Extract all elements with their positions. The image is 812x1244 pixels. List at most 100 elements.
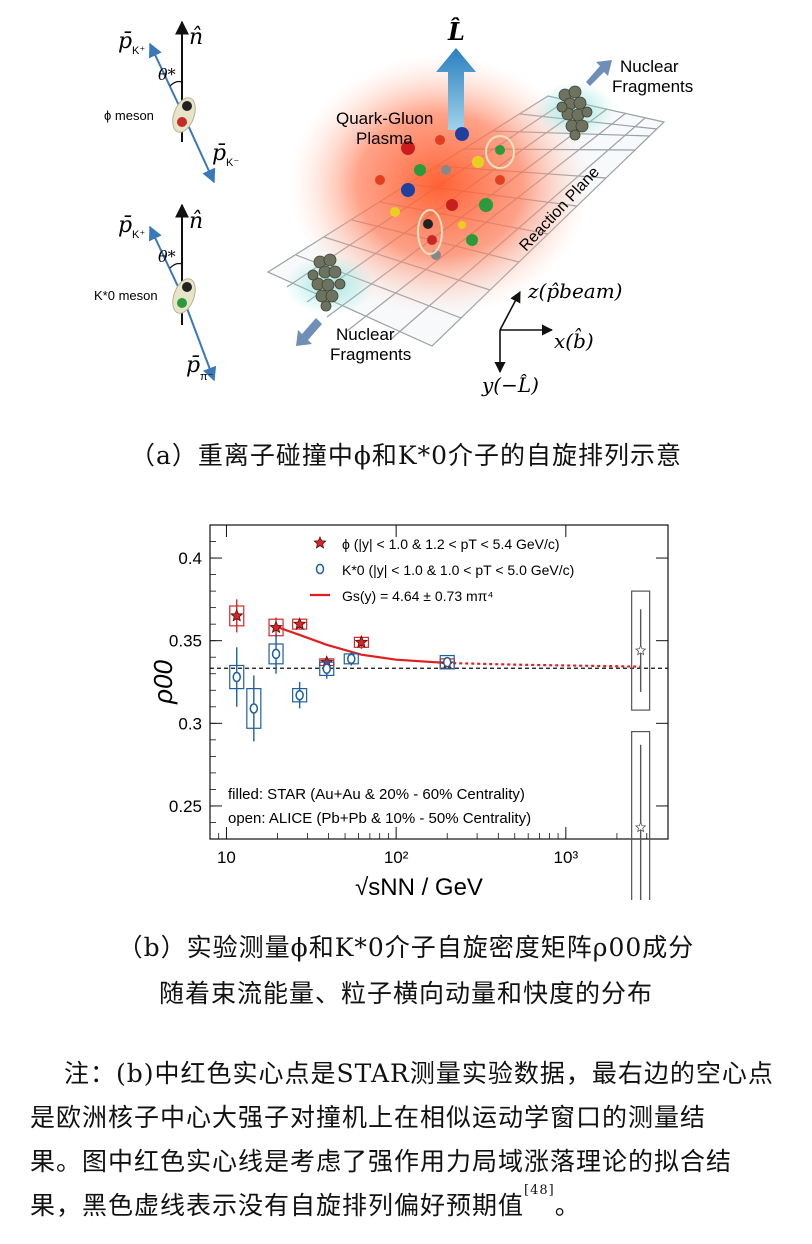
kstar-data-point: [271, 648, 281, 660]
theta-arc: [169, 80, 183, 87]
z-axis-label: z(p̂beam): [527, 279, 622, 303]
figure-a-caption: （a）重离子碰撞中ϕ和K*0介子的自旋排列示意: [129, 441, 683, 470]
meson-shell: [172, 278, 196, 314]
y-tick-label: 0.4: [178, 549, 202, 568]
pk-plus-arrow: [149, 42, 183, 113]
chart-note-text: filled: STAR (Au+Au & 20% - 60% Centrali…: [228, 786, 525, 803]
x-tick-label: 10²: [384, 848, 409, 867]
meson-shell: [172, 97, 196, 133]
L-hat-label: L̂: [447, 17, 465, 46]
pk-plus-arrow: [149, 225, 183, 296]
note-line: 是欧洲核子中心大强子对撞机上在相似运动学窗口的测量结: [30, 1103, 707, 1132]
pk-plus-sub: K⁺: [132, 45, 145, 57]
pk-minus-sub: K⁻: [226, 157, 239, 169]
legend-entry-text: Gs(y) = 4.64 ± 0.73 mπ⁴: [342, 588, 493, 604]
x-axis-label: x(b̂): [554, 327, 594, 353]
meson-ring: [417, 209, 443, 255]
ppi-sub: π⁻: [200, 371, 214, 383]
n-hat-label: n̂: [189, 25, 203, 50]
x-tick-label: 10: [217, 848, 236, 867]
phi-data-point: [354, 635, 369, 649]
legend-entry-text: K*0 (|y| < 1.0 & 1.0 < pT < 5.0 GeV/c): [342, 562, 574, 578]
note-line: 注：(b)中红色实心点是STAR测量实验数据，最右边的空心点: [64, 1059, 774, 1088]
note-period: 。: [554, 1191, 581, 1220]
systematic-error-box: [631, 730, 651, 900]
kstar-data-point: [347, 653, 356, 665]
rho00-chart: 0.25 0.3 0.35 0.4 10 10² 10³ √sNN / GeV ρ00 ϕ (|…: [148, 524, 669, 900]
chart-legend: ϕ (|y| < 1.0 & 1.2 < pT < 5.4 GeV/c) K*0 …: [228, 536, 574, 827]
y-axis-label: ρ00: [148, 660, 178, 705]
alice-data-point: [634, 644, 647, 656]
systematic-error-box: [292, 688, 308, 703]
y-tick-label: 0.3: [178, 714, 202, 733]
kstar-data-point: [249, 703, 259, 714]
legend-phi-marker: [313, 535, 327, 549]
systematic-error-box: [246, 688, 262, 729]
z-axis-arrow: [499, 291, 521, 331]
phi-data-point: [269, 620, 283, 634]
y-tick-label: 0.35: [169, 632, 202, 651]
systematic-error-box: [229, 605, 245, 627]
theta-label: θ*: [158, 65, 176, 84]
kstar-spin-diagram: n̂ p̄ K⁺ θ* K*0 meson p̄ π⁻: [94, 203, 217, 383]
kstar-data-point: [322, 663, 331, 675]
qgp-label-line2: Plasma: [356, 129, 413, 148]
fit-curve-extrapolation: [447, 661, 641, 668]
phi-data-point: [229, 608, 244, 622]
chart-note-text: open: ALICE (Pb+Pb & 10% - 50% Centralit…: [228, 810, 531, 827]
y-axis-label: y(−L̂): [481, 373, 539, 397]
quark-dot: [182, 101, 192, 111]
kstar-data-point: [295, 689, 304, 701]
collision-illustration: L̂: [266, 17, 693, 397]
pk-minus-label: p̄: [212, 141, 226, 166]
theta-label: θ*: [158, 247, 176, 266]
pk-plus-sub: K⁺: [132, 229, 145, 241]
kstar-meson-label: K*0 meson: [94, 288, 158, 303]
legend-kstar-marker: [315, 563, 325, 575]
kstar-data-point: [442, 656, 452, 668]
reference-marker: [48]: [524, 1183, 555, 1198]
fragment-arrow-top: [586, 60, 612, 86]
ppi-label: p̄: [186, 353, 200, 378]
fragments-bottom-label-1: Nuclear: [336, 325, 395, 344]
pk-plus-label: p̄: [118, 213, 132, 238]
fragment-cluster-bottom: [307, 253, 346, 312]
fragment-arrow-bottom: [296, 318, 322, 346]
note-line: 果。图中红色实心线是考虑了强作用力局域涨落理论的拟合结: [30, 1147, 733, 1176]
systematic-error-box: [631, 590, 651, 711]
theta-arc: [169, 262, 183, 269]
fragment-cluster-top: [556, 85, 593, 141]
note-line: 果，黑色虚线表示没有自旋排列偏好预期值: [30, 1191, 525, 1220]
figure-b-caption-line1: （b）实验测量ϕ和K*0介子自旋密度矩阵ρ00成分: [117, 933, 695, 962]
figure-a: n̂ p̄ K⁺ θ* ϕ meson p̄ K⁻ n̂ p̄ K⁺ θ* K*…: [94, 17, 693, 397]
phi-meson-label: ϕ meson: [104, 108, 154, 123]
x-axis-label: √sNN / GeV: [355, 874, 483, 900]
systematic-error-box: [229, 664, 245, 690]
systematic-error-box: [439, 654, 455, 670]
fit-curve: [275, 625, 448, 665]
legend-entry-text: ϕ (|y| < 1.0 & 1.2 < pT < 5.4 GeV/c): [342, 536, 560, 552]
figure-b-caption-line2: 随着束流能量、粒子横向动量和快度的分布: [158, 979, 653, 1008]
phi-spin-diagram: n̂ p̄ K⁺ θ* ϕ meson p̄ K⁻: [104, 20, 239, 184]
systematic-error-box: [268, 643, 284, 665]
L-hat-arrow: [436, 48, 476, 130]
phi-data-point: [292, 617, 307, 630]
pk-plus-label: p̄: [118, 29, 132, 54]
antiquark-dot: [427, 235, 437, 245]
chart-axes: 0.25 0.3 0.35 0.4 10 10² 10³ √sNN / GeV ρ00: [148, 525, 669, 900]
plot-frame: [209, 524, 669, 840]
systematic-error-box: [319, 661, 335, 676]
qgp-label-line1: Quark-Gluon: [336, 109, 433, 128]
qgp-glow: [290, 55, 590, 315]
fragments-bottom-label-2: Fragments: [330, 345, 411, 364]
fragments-top-label-1: Nuclear: [620, 57, 679, 76]
chart-marks: [210, 535, 668, 900]
figure-note: 注：(b)中红色实心点是STAR测量实验数据，最右边的空心点 是欧洲核子中心大强…: [30, 1052, 790, 1228]
fragments-top-label-2: Fragments: [612, 77, 693, 96]
antiquark-dot: [177, 117, 187, 127]
meson-ring: [485, 135, 515, 169]
x-tick-label: 10³: [554, 848, 579, 867]
alice-data-point: [634, 821, 647, 833]
kstar-data-point: [232, 671, 241, 683]
quark-dot: [423, 219, 433, 229]
